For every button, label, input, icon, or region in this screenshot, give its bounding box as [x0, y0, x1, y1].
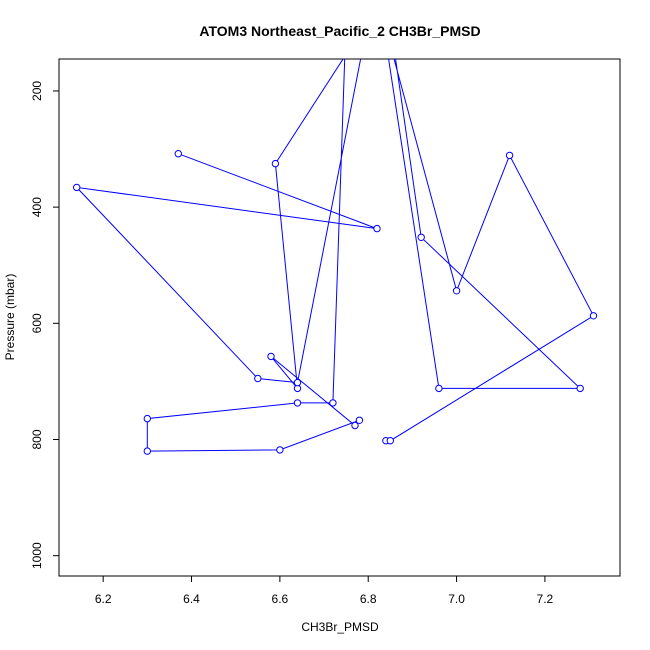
x-tick-label: 6.8: [360, 592, 377, 606]
chart-title: ATOM3 Northeast_Pacific_2 CH3Br_PMSD: [199, 23, 480, 39]
x-tick-label: 6.6: [272, 592, 289, 606]
y-axis: 200 400 600 800 1000: [30, 81, 59, 569]
x-tick-label: 7.0: [448, 592, 465, 606]
data-point: [589, 312, 598, 320]
data-point: [73, 183, 81, 192]
series-layer: [75, 59, 595, 452]
data-point: [373, 224, 381, 233]
data-point: [267, 352, 275, 361]
data-point: [143, 447, 152, 455]
x-tick-label: 6.2: [95, 592, 112, 606]
point-layer: [73, 9, 598, 455]
y-tick-label: 200: [30, 81, 44, 101]
data-point: [576, 384, 584, 393]
x-tick-label: 6.4: [183, 592, 200, 606]
data-point: [271, 159, 280, 168]
plot-frame: [58, 58, 621, 577]
y-tick-label: 800: [30, 429, 44, 449]
data-point: [276, 446, 284, 454]
y-tick-label: 600: [30, 313, 44, 333]
data-point: [329, 399, 337, 407]
data-point: [293, 378, 302, 387]
x-axis: 6.2 6.4 6.6 6.8 7.0 7.2: [95, 576, 554, 606]
series-line: [75, 59, 595, 452]
data-point: [174, 150, 183, 158]
data-point: [343, 15, 349, 21]
data-point: [386, 437, 394, 445]
data-point: [143, 414, 152, 423]
y-axis-label: Pressure (mbar): [3, 274, 17, 361]
data-point: [351, 421, 359, 430]
data-point: [254, 374, 262, 383]
x-tick-label: 7.2: [537, 592, 554, 606]
y-tick-label: 400: [30, 197, 44, 217]
data-point: [378, 9, 384, 15]
data-point: [452, 287, 461, 295]
y-tick-label: 1000: [30, 542, 44, 569]
data-point: [417, 233, 425, 242]
data-point: [435, 384, 443, 393]
x-axis-label: CH3Br_PMSD: [301, 620, 379, 634]
data-point: [293, 399, 302, 407]
data-point: [505, 151, 514, 160]
data-point: [355, 416, 364, 424]
